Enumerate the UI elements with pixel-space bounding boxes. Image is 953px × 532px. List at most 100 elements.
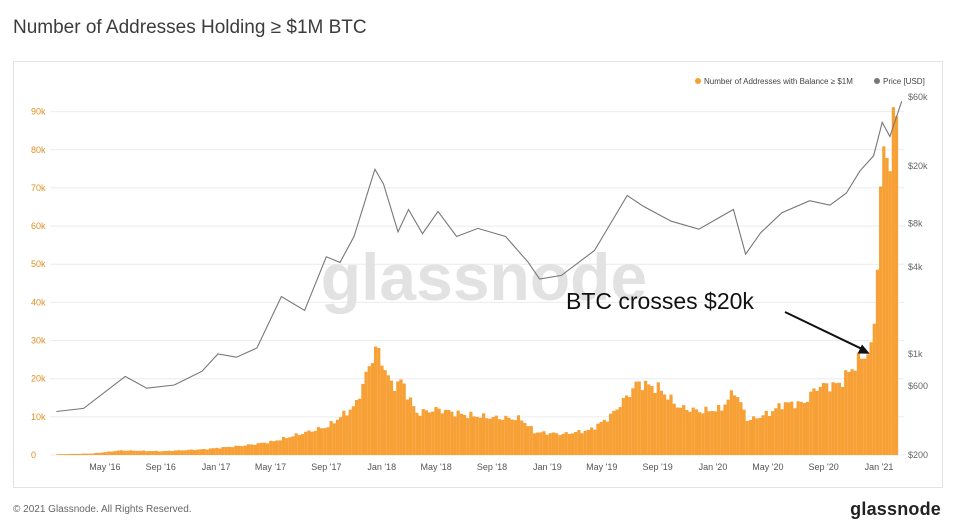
bar [697, 412, 702, 455]
bar [555, 433, 559, 455]
bar [100, 452, 105, 455]
bar [119, 450, 124, 455]
bar [621, 398, 625, 455]
x-tick-label: Jan '21 [865, 462, 894, 472]
bar [75, 453, 79, 455]
bar [253, 444, 257, 455]
bar [443, 409, 448, 455]
bar [123, 450, 127, 455]
bar [618, 407, 622, 455]
bar [148, 451, 152, 455]
bar [415, 412, 419, 455]
x-tick-label: Sep '20 [809, 462, 839, 472]
bar [812, 388, 816, 455]
bar [844, 370, 848, 455]
bar [202, 448, 206, 455]
x-tick-label: Jan '19 [533, 462, 562, 472]
x-tick-label: May '18 [421, 462, 452, 472]
bar [459, 413, 463, 455]
y-left-tick-label: 20k [31, 374, 46, 384]
bar [373, 346, 378, 455]
bar [758, 417, 762, 455]
bar [701, 413, 705, 455]
bar [351, 406, 355, 455]
bar [491, 417, 495, 455]
bar [183, 450, 187, 455]
bar [332, 423, 336, 455]
bar [173, 450, 178, 455]
bar [751, 416, 756, 455]
bar [532, 433, 537, 455]
bar [285, 438, 289, 455]
chart-frame: 0 10k 20k 30k 40k 50k 60k 70k 80k 90k $200 $600 $1k $… [13, 61, 943, 488]
bar [88, 453, 92, 455]
bar [405, 399, 409, 455]
bar [132, 450, 136, 455]
bar [774, 408, 778, 455]
bar [259, 442, 263, 455]
bar [685, 409, 689, 455]
bar [847, 371, 851, 455]
bar [412, 406, 416, 455]
bar [145, 451, 149, 455]
bar [799, 401, 803, 455]
bar [462, 414, 467, 455]
bar [472, 416, 476, 455]
bar [853, 370, 857, 455]
bar [243, 445, 247, 455]
y-left-tick-label: 60k [31, 221, 46, 231]
bar [669, 394, 673, 455]
bar [246, 444, 251, 455]
bar [666, 399, 670, 455]
bar [180, 450, 184, 455]
bar [221, 446, 225, 455]
bar [94, 452, 98, 455]
bar [850, 369, 854, 455]
x-tick-label: May '17 [255, 462, 286, 472]
bar [653, 392, 657, 455]
bar [650, 385, 654, 455]
annotation-text: BTC crosses $20k [566, 288, 754, 314]
bar [523, 423, 527, 455]
bar [688, 411, 692, 455]
bar [818, 386, 822, 455]
y-left-tick-label: 10k [31, 412, 46, 422]
bar [732, 395, 737, 455]
bar [367, 366, 371, 455]
bar [771, 411, 775, 455]
bar [380, 365, 384, 455]
x-tick-label: Jan '20 [699, 462, 728, 472]
glassnode-logo[interactable]: glassnode [850, 499, 941, 519]
bar [135, 450, 139, 455]
bar [866, 354, 870, 455]
bar [97, 452, 101, 455]
bar [755, 418, 759, 455]
bar [437, 408, 441, 455]
bar [567, 433, 571, 455]
x-tick-label: Jan '18 [367, 462, 396, 472]
bar [358, 398, 362, 455]
bar [91, 453, 95, 455]
bar [609, 413, 613, 455]
bar [361, 383, 365, 455]
bar [424, 410, 429, 455]
x-tick-label: Sep '18 [477, 462, 507, 472]
bar [272, 441, 276, 455]
bar [339, 417, 343, 455]
bar [304, 431, 308, 455]
bar [78, 453, 82, 455]
bar [891, 107, 895, 455]
bar [602, 419, 606, 455]
bar [237, 445, 241, 455]
bar [227, 446, 232, 455]
bar [507, 417, 511, 455]
bar [805, 401, 810, 455]
bar [170, 451, 174, 455]
bar [469, 411, 473, 455]
bar [745, 420, 749, 455]
y-left-tick-label: 50k [31, 259, 46, 269]
bar [586, 430, 591, 455]
y-left-tick-label: 70k [31, 183, 46, 193]
bar [218, 448, 222, 455]
y-left-tick-label: 80k [31, 145, 46, 155]
